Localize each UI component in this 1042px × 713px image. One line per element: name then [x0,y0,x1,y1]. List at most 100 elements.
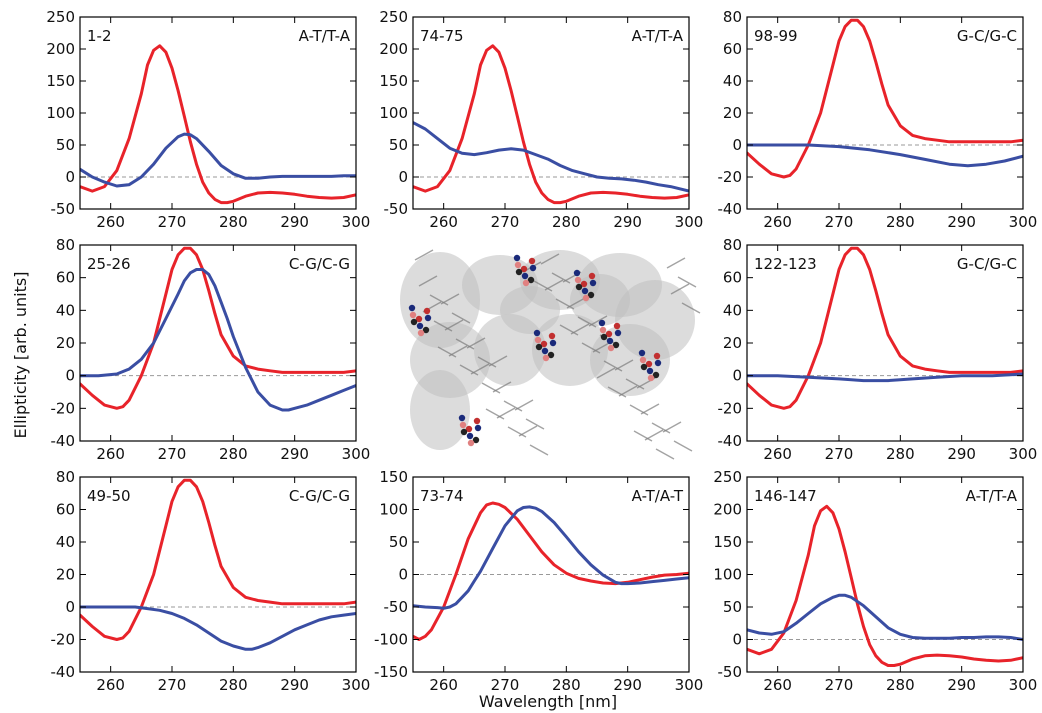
molecule-backbone [532,314,608,386]
red-series-line [80,478,356,641]
molecule-strand [418,275,438,287]
molecule-atom [652,371,660,379]
base-pair-label: C-G/C-G [289,487,350,505]
molecule-atom [589,279,597,287]
x-tick-label: 260 [763,676,792,694]
molecule-atom [535,343,543,351]
y-tick-label: 250 [46,8,75,26]
molecule-atom [605,330,613,338]
blue-series-line [80,268,356,412]
panel-frame [412,16,690,210]
base-pair-label: C-G/C-G [289,255,350,273]
molecule-atom [607,344,615,352]
x-tick-label: 300 [1009,676,1038,694]
molecule-atom [474,424,482,432]
x-tick-label: 300 [342,445,371,463]
molecule-atom [540,340,548,348]
molecule-atom [458,414,466,422]
y-tick-label: 50 [389,533,408,551]
red-series-line [413,44,689,205]
molecule-atom [422,326,430,334]
y-tick-label: 60 [56,501,75,519]
x-tick-label: 270 [158,213,187,231]
panel-122-123: 260 270 280 290 300 -40 -20 0 20 40 60 80 122-123 G-C… [718,236,1038,463]
molecule-strand [633,430,653,442]
molecule-strand [533,280,553,292]
x-tick-label: 270 [158,676,187,694]
molecule-atom [529,264,537,272]
molecule-strand [625,378,645,390]
molecule-strand [451,312,471,324]
molecule-atom [513,254,521,262]
panel-frame [79,16,357,210]
molecule-atom [465,425,473,433]
x-tick-label: 260 [429,676,458,694]
y-tick-label: 150 [379,72,408,90]
y-tick-label: 100 [46,104,75,122]
molecule-strand [596,367,616,379]
molecule-strand [481,382,501,394]
molecule-strand [525,418,545,430]
molecule-atom [533,329,541,337]
x-tick-label: 270 [158,445,187,463]
x-tick-label: 300 [675,676,704,694]
base-pair-label: G-C/G-C [957,255,1017,273]
molecule-atom [574,276,582,284]
molecule-atom [409,311,417,319]
y-tick-label: 0 [65,598,75,616]
molecule-atom [587,291,595,299]
molecule-atom [408,304,416,312]
y-tick-label: 200 [46,40,75,58]
panel-74-75: 260 270 280 290 300 -50 0 50 100 150 200 250 74-75 A-… [379,8,703,231]
molecule-strand [670,283,690,295]
molecule-atom [521,272,529,280]
panel-frame [746,244,1024,442]
molecule-atom [541,347,549,355]
y-tick-label: 20 [56,566,75,584]
y-tick-label: 0 [398,566,408,584]
molecule-atom [424,314,432,322]
base-pair-label: A-T/T-A [299,27,351,45]
molecule-strand [603,360,623,372]
y-tick-label: 60 [723,40,742,58]
y-tick-label: 20 [56,334,75,352]
molecule-strand [503,400,523,412]
y-tick-label: -50 [384,200,409,218]
panel-frame [746,16,1024,210]
blue-series-line [747,372,1023,383]
molecule-strand [607,386,627,398]
x-tick-label: 300 [675,213,704,231]
molecule-strand [551,272,571,284]
x-tick-label: 260 [763,445,792,463]
molecule-strand [673,440,693,452]
y-tick-label: 0 [732,631,742,649]
pair-label: 122-123 [754,255,817,273]
molecule-backbone [410,370,470,450]
y-tick-label: 0 [398,168,408,186]
pair-label: 49-50 [87,487,131,505]
molecule-strand [681,302,701,314]
pair-label: 73-74 [420,487,464,505]
pair-label: 25-26 [87,255,131,273]
x-tick-label: 260 [96,445,125,463]
y-tick-label: 250 [379,8,408,26]
molecule-atom [580,280,588,288]
molecule-strand [429,294,449,306]
molecule-atom [515,268,523,276]
molecule-atom [514,261,522,269]
molecule-atom [473,417,481,425]
molecule-atom [548,332,556,340]
y-tick-label: -40 [718,200,743,218]
blue-series-line [80,132,356,188]
y-tick-label: -150 [374,663,408,681]
x-tick-label: 270 [825,213,854,231]
y-tick-label: 80 [723,8,742,26]
x-tick-label: 280 [219,676,248,694]
molecule-atom [645,360,653,368]
molecule-atom [573,269,581,277]
y-tick-label: 150 [713,533,742,551]
molecule-atom [612,341,620,349]
red-series-line [747,504,1023,667]
x-tick-label: 270 [825,445,854,463]
molecule-strand [677,276,697,288]
